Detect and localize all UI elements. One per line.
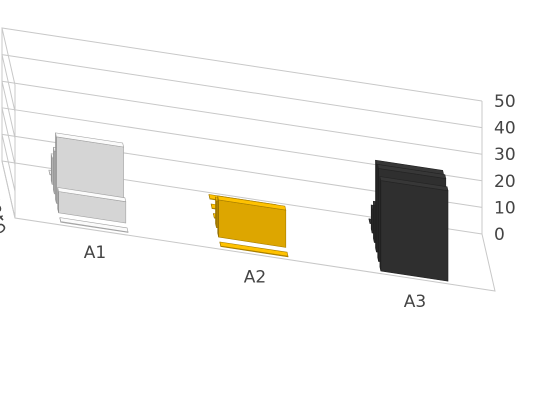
z-tick-label: 30 [494, 145, 516, 165]
bar-side-face [56, 133, 57, 204]
bar-side-face [376, 160, 377, 252]
z-tick-label: 10 [494, 198, 516, 218]
bar-side-face [218, 196, 219, 237]
bar-g5-a3 [380, 177, 448, 282]
z-tick-label: 40 [494, 119, 516, 139]
bar-side-face [216, 197, 217, 228]
series-label: A3 [404, 292, 426, 312]
bar-side-face [378, 164, 379, 261]
bars [49, 133, 448, 281]
z-tick-label: 50 [494, 92, 516, 112]
bar-side-face [51, 154, 52, 185]
gridline [2, 55, 482, 128]
bar-side-face [380, 177, 381, 272]
bar-front-face [381, 181, 448, 282]
bar-side-face [373, 201, 374, 242]
z-tick-label: 20 [494, 172, 516, 192]
bar-g4-a2 [218, 196, 286, 248]
series-label: A2 [244, 268, 266, 288]
gridline [2, 28, 482, 101]
series-label: A1 [84, 243, 106, 263]
z-tick-label: 0 [494, 225, 505, 245]
bar-side-face [53, 147, 54, 194]
